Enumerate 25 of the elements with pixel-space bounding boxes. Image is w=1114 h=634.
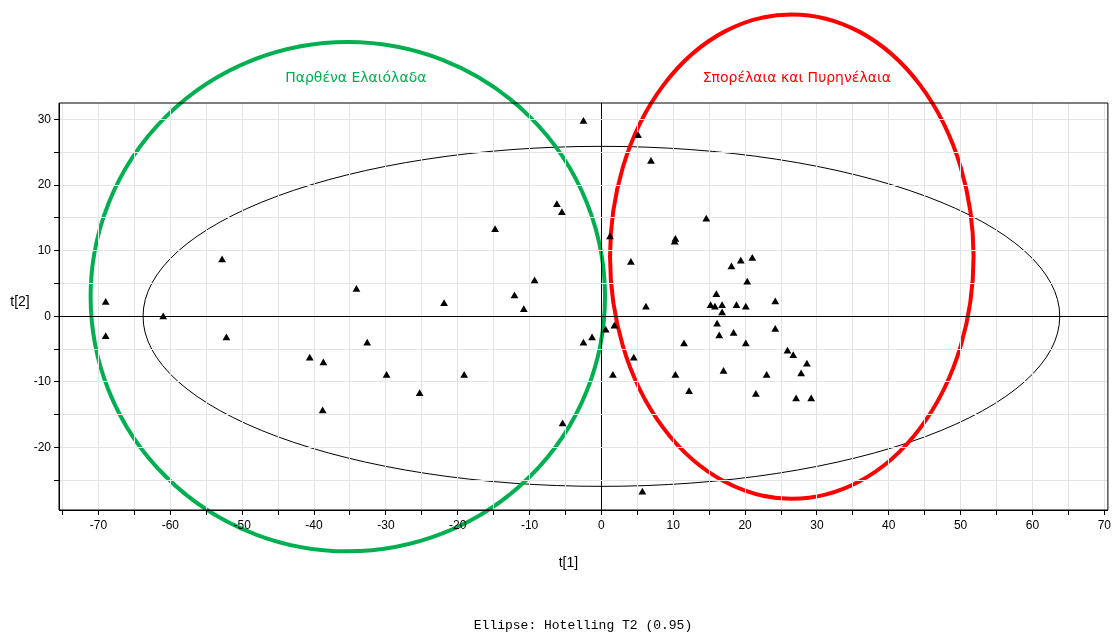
x-tick-label: 20	[738, 517, 753, 532]
x-tick-label: -60	[161, 517, 180, 532]
x-tick-label: 70	[1097, 517, 1112, 532]
y-tick-label: 30	[37, 111, 52, 126]
x-tick-label: 10	[666, 517, 681, 532]
x-tick-label: -70	[89, 517, 108, 532]
y-tick-label: 20	[37, 177, 52, 192]
y-tick-label: -20	[33, 439, 52, 454]
x-tick-label: -10	[520, 517, 539, 532]
y-tick-label: 10	[37, 243, 52, 258]
x-tick-label: 50	[953, 517, 968, 532]
x-tick-label: 60	[1025, 517, 1040, 532]
y-axis-title: t[2]	[10, 293, 30, 310]
x-tick-label: -30	[377, 517, 395, 532]
text: Ellipse: Hotelling T2 (0.95)	[473, 618, 693, 634]
x-tick-label: -50	[233, 517, 252, 532]
x-tick-label: -40	[305, 517, 324, 532]
x-tick-label: 40	[882, 517, 896, 532]
text: Παρθένα Ελαιόλαδα	[285, 68, 427, 85]
x-tick-label: 0	[598, 517, 606, 532]
y-tick-label: 0	[44, 308, 52, 323]
x-tick-label: 30	[810, 517, 824, 532]
text: Σπορέλαια και Πυρηνέλαια	[702, 68, 891, 85]
x-axis-title: t[1]	[558, 553, 579, 570]
y-tick-label: -10	[33, 374, 52, 389]
